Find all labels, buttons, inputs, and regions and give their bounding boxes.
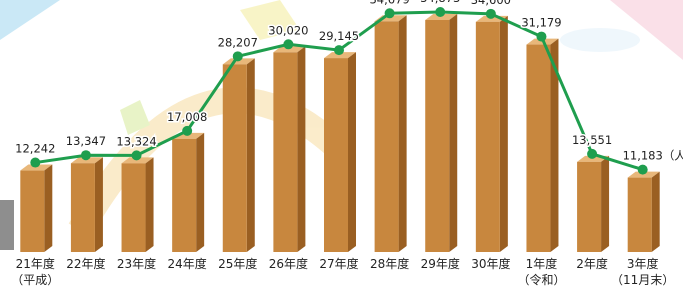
x-tick-label: 3年度 <box>627 256 659 271</box>
line-point <box>486 9 496 19</box>
x-tick-label: 28年度 <box>370 256 409 271</box>
bar <box>577 162 601 252</box>
bar <box>172 139 196 252</box>
bar <box>375 21 399 252</box>
bar <box>20 171 44 252</box>
x-tick-label: 30年度 <box>471 256 510 271</box>
line-point <box>334 45 344 55</box>
bar-side <box>348 52 356 252</box>
line-point <box>536 32 546 42</box>
bar-side <box>601 156 609 252</box>
bar-side <box>196 133 204 252</box>
bar-side <box>449 14 457 252</box>
x-tick-note: （平成） <box>11 273 59 287</box>
bar <box>71 163 95 252</box>
bar <box>223 64 247 252</box>
chart: 21年度 （平成） 22年度 23年度 24年度 25年度 26年度 27年度 28年度 29年度… <box>0 0 683 290</box>
bar <box>425 20 449 252</box>
x-tick-label: 27年度 <box>319 256 358 271</box>
bar <box>526 45 550 252</box>
bar <box>628 178 652 252</box>
line-point <box>81 150 91 160</box>
line-point <box>233 51 243 61</box>
bar-side <box>44 165 52 252</box>
bar-side <box>297 46 305 252</box>
line-point <box>132 150 142 160</box>
value-label: 17,008 <box>167 110 207 124</box>
x-tick-label: 2年度 <box>576 256 608 271</box>
x-tick-label: 22年度 <box>66 256 105 271</box>
value-label: 12,242 <box>15 142 55 156</box>
x-tick-label: 26年度 <box>269 256 308 271</box>
x-tick-label: 23年度 <box>117 256 156 271</box>
value-label: 29,145 <box>319 29 359 43</box>
x-tick-label: 24年度 <box>168 256 207 271</box>
line-point <box>587 149 597 159</box>
value-label: 13,347 <box>66 134 106 148</box>
line-point <box>182 126 192 136</box>
value-label: 34,600 <box>471 0 511 7</box>
unit-label: （人） <box>663 149 683 163</box>
x-tick-label: 21年度 <box>16 256 55 271</box>
line-point <box>435 7 445 17</box>
value-label: 11,183 <box>623 149 663 163</box>
bar-side <box>652 172 660 252</box>
bar <box>273 52 297 252</box>
x-tick-note: （令和） <box>517 272 565 287</box>
page: {"chart_data": {"type": "bar", "categori… <box>0 0 683 290</box>
value-label: 31,179 <box>521 16 561 30</box>
x-tick-label: 25年度 <box>218 256 257 271</box>
x-tick-note: （11月末） <box>611 273 674 287</box>
value-label: 30,020 <box>268 23 308 37</box>
value-label: 28,207 <box>218 35 258 49</box>
value-label: 34,873 <box>420 0 460 5</box>
bar-side <box>500 16 508 252</box>
bar-side <box>146 157 154 252</box>
bar-side <box>247 58 255 252</box>
line-point <box>385 8 395 18</box>
line-point <box>283 39 293 49</box>
x-tick-label: 1年度 <box>526 256 558 271</box>
x-tick-label: 29年度 <box>421 256 460 271</box>
value-label: 13,551 <box>572 133 612 147</box>
line-point <box>638 165 648 175</box>
line-point <box>30 158 40 168</box>
value-label: 34,679 <box>369 0 409 6</box>
bar <box>122 163 146 252</box>
bar-side <box>95 157 103 252</box>
bar <box>476 22 500 252</box>
bar-side <box>399 15 407 252</box>
bar <box>324 58 348 252</box>
value-label: 13,324 <box>116 134 156 148</box>
